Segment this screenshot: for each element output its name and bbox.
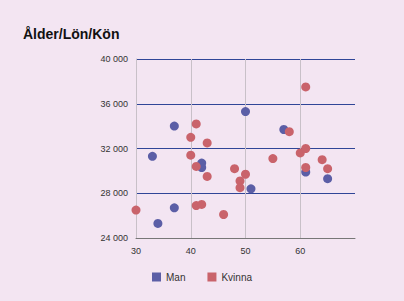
svg-text:50: 50	[240, 246, 250, 256]
svg-text:36 000: 36 000	[100, 99, 128, 109]
svg-text:Ålder/Lön/Kön: Ålder/Lön/Kön	[23, 26, 119, 42]
svg-text:Man: Man	[166, 272, 185, 283]
svg-text:40: 40	[186, 246, 196, 256]
svg-text:28 000: 28 000	[100, 188, 128, 198]
svg-text:Kvinna: Kvinna	[221, 272, 252, 283]
svg-text:60: 60	[295, 246, 305, 256]
svg-text:40 000: 40 000	[100, 54, 128, 64]
svg-text:30: 30	[131, 246, 141, 256]
svg-text:32 000: 32 000	[100, 144, 128, 154]
svg-text:24 000: 24 000	[100, 233, 128, 243]
